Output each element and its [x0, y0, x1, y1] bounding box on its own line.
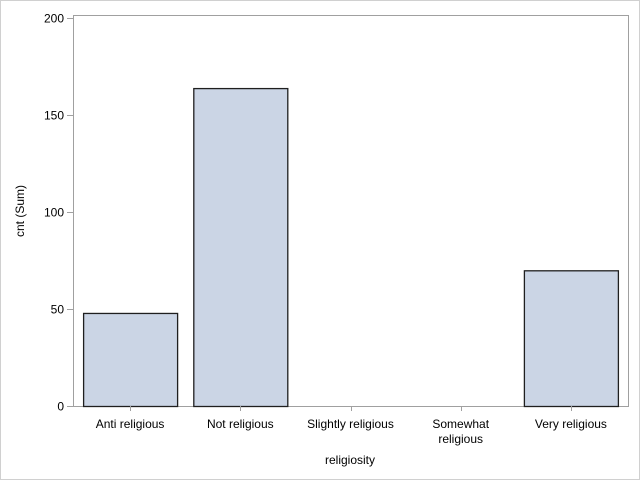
bar-anti-religious: [82, 312, 179, 408]
x-axis-label: religiosity: [325, 453, 375, 467]
y-tick-label: 100: [44, 206, 64, 220]
y-tick-label: 200: [44, 12, 64, 26]
x-tick-label: Very religious: [535, 417, 607, 431]
x-tick-label: Somewhat: [432, 417, 489, 431]
y-tick-label: 150: [44, 109, 64, 123]
bar-very-religious: [523, 270, 620, 408]
x-tick-label: Slightly religious: [307, 417, 394, 431]
y-axis-label: cnt (Sum): [13, 185, 27, 237]
x-tick-label: Anti religious: [96, 417, 165, 431]
x-tick-label: religious: [438, 432, 483, 446]
y-tick-label: 0: [57, 400, 64, 414]
bar-not-religious: [193, 87, 289, 408]
x-tick-label: Not religious: [207, 417, 274, 431]
y-tick-label: 50: [51, 303, 65, 317]
